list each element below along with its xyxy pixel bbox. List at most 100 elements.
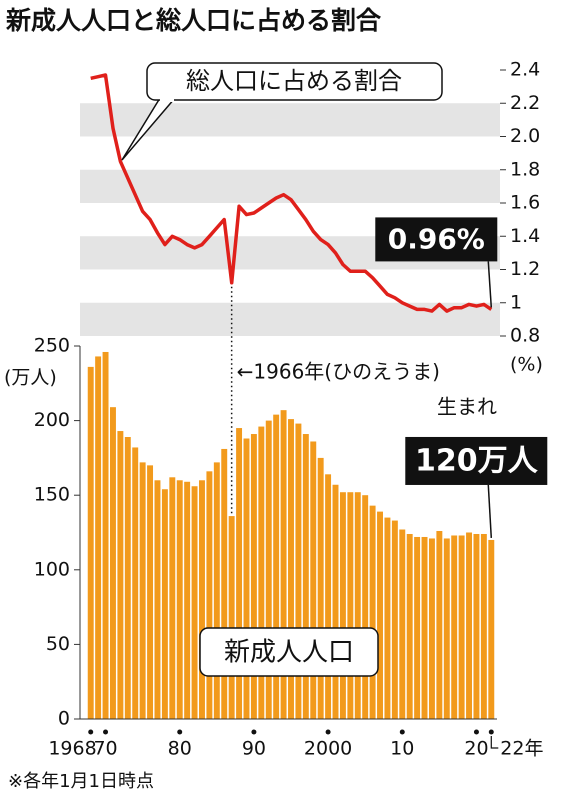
bar bbox=[443, 538, 450, 719]
bar bbox=[325, 474, 332, 719]
bar bbox=[191, 486, 198, 719]
bar bbox=[139, 462, 146, 719]
bar bbox=[384, 517, 391, 719]
bar bbox=[221, 448, 228, 719]
bar bbox=[347, 492, 354, 719]
x-tick bbox=[325, 729, 331, 735]
bar bbox=[428, 538, 435, 719]
annotation: ←1966年(ひのえうま) bbox=[237, 360, 440, 384]
bar bbox=[377, 511, 383, 719]
y2-unit: (%) bbox=[510, 354, 543, 376]
footnote: ※各年1月1日時点 bbox=[8, 771, 154, 792]
y2-tick-label: 1.6 bbox=[510, 192, 540, 214]
y-tick-label: 150 bbox=[34, 484, 70, 506]
bar bbox=[132, 447, 139, 719]
bar bbox=[362, 495, 369, 719]
label-pointer bbox=[487, 261, 493, 308]
x-tick-label: 1968 bbox=[48, 738, 96, 760]
bar bbox=[265, 420, 272, 719]
x-tick bbox=[103, 729, 109, 735]
y2-tick-label: 2.2 bbox=[510, 92, 540, 114]
bar bbox=[228, 516, 235, 719]
bar bbox=[354, 492, 361, 719]
annotation: 生まれ bbox=[437, 395, 497, 419]
value-label: 120万人 bbox=[415, 443, 539, 478]
bar bbox=[466, 532, 473, 719]
bar bbox=[213, 462, 220, 719]
y2-tick-label: 1 bbox=[510, 291, 522, 313]
bar bbox=[317, 457, 324, 719]
bar bbox=[473, 533, 480, 719]
x-tick-label: 90 bbox=[242, 738, 266, 760]
x-tick-label: 20 bbox=[464, 738, 488, 760]
bar bbox=[87, 366, 94, 719]
bar bbox=[154, 480, 161, 719]
bar bbox=[206, 471, 213, 719]
x-tick bbox=[488, 729, 494, 735]
bar bbox=[332, 484, 339, 719]
bar bbox=[169, 477, 176, 719]
bar bbox=[295, 423, 302, 719]
x-tick bbox=[88, 729, 94, 735]
bar bbox=[488, 539, 495, 719]
bar bbox=[250, 434, 257, 719]
chart-title: 新成人人口と総人口に占める割合 bbox=[5, 6, 382, 35]
bar bbox=[391, 520, 398, 719]
bar bbox=[280, 410, 287, 719]
bar bbox=[406, 533, 413, 719]
bar bbox=[95, 356, 102, 719]
legend-label: 総人口に占める割合 bbox=[186, 67, 402, 95]
x-tick-connector bbox=[490, 736, 499, 749]
bar bbox=[258, 426, 265, 719]
bar bbox=[421, 536, 428, 719]
x-tick bbox=[251, 729, 257, 735]
bar bbox=[414, 536, 421, 719]
bar bbox=[102, 351, 109, 719]
y-tick-label: 0 bbox=[58, 708, 70, 730]
x-tick bbox=[399, 729, 405, 735]
y-tick-label: 250 bbox=[34, 335, 70, 357]
line bbox=[90, 73, 493, 313]
y2-tick-label: 2.0 bbox=[510, 125, 540, 147]
x-tick-label: 2000 bbox=[304, 738, 352, 760]
y2-tick-label: 1.4 bbox=[510, 225, 540, 247]
bar bbox=[273, 414, 280, 719]
bar bbox=[436, 531, 443, 719]
bar bbox=[339, 492, 346, 719]
y-tick-label: 50 bbox=[46, 633, 70, 655]
bar bbox=[199, 480, 205, 719]
x-tick-label: 80 bbox=[168, 738, 192, 760]
bar bbox=[288, 419, 294, 719]
value-label: 0.96% bbox=[388, 222, 485, 255]
y-unit: (万人) bbox=[4, 367, 57, 389]
legend-box bbox=[199, 627, 379, 677]
bar bbox=[236, 428, 243, 719]
bar bbox=[302, 434, 309, 719]
x-tick-label: 70 bbox=[93, 738, 117, 760]
bar bbox=[184, 481, 191, 719]
y2-tick-label: 1.2 bbox=[510, 258, 540, 280]
legend-cover bbox=[160, 96, 174, 102]
y-tick-label: 100 bbox=[34, 558, 70, 580]
bar bbox=[480, 533, 487, 719]
bar bbox=[451, 535, 458, 719]
bar bbox=[109, 407, 116, 719]
bar bbox=[369, 505, 376, 719]
y2-tick-label: 2.4 bbox=[510, 59, 540, 81]
x-tick bbox=[177, 729, 183, 735]
y2-tick-label: 0.8 bbox=[510, 325, 540, 347]
bar bbox=[161, 489, 168, 719]
y2-tick-label: 1.8 bbox=[510, 158, 540, 180]
x-tick bbox=[473, 729, 479, 735]
x-tick-label: 10 bbox=[390, 738, 414, 760]
bar bbox=[310, 441, 317, 719]
label-box bbox=[405, 436, 548, 485]
bar bbox=[117, 431, 124, 719]
grid-band bbox=[80, 302, 500, 336]
y-tick-label: 200 bbox=[34, 409, 70, 431]
label-pointer bbox=[487, 484, 493, 539]
label-box bbox=[375, 217, 498, 262]
bar bbox=[124, 437, 131, 719]
